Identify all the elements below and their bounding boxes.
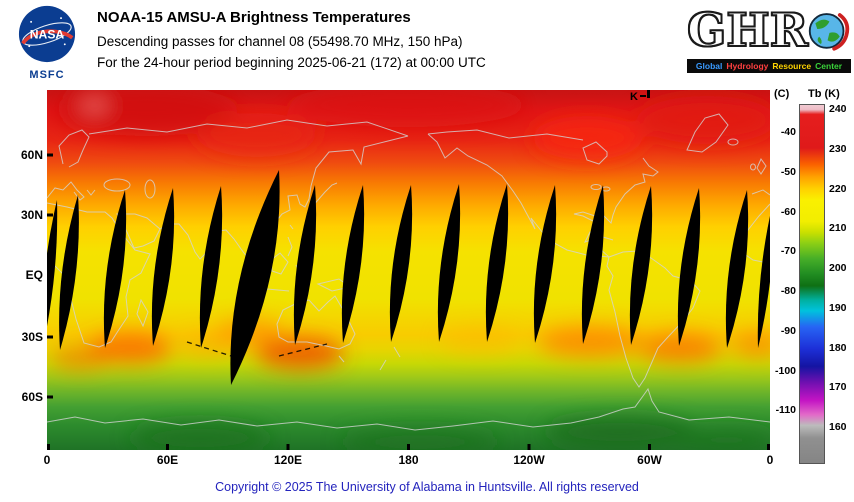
cb-k-tick: 200 (829, 262, 847, 274)
cb-k-tick: 170 (829, 381, 847, 394)
map-canvas: K (47, 90, 770, 450)
cb-c-tick: -70 (780, 245, 796, 258)
lat-tick-EQ: EQ (25, 268, 43, 282)
nasa-wordmark: NASA (30, 28, 65, 42)
cb-c-tick: -60 (780, 205, 796, 218)
ghrc-tagline: Global Hydrology Resource Center (687, 59, 851, 73)
lon-tick-0a: 0 (43, 453, 51, 467)
cb-c-tick: -40 (780, 126, 796, 138)
cb-k-tick: 210 (829, 222, 847, 235)
cb-c-tick: -50 (780, 165, 796, 178)
lon-tick-0b: 0 (766, 453, 774, 467)
cb-k-tick: 230 (829, 142, 847, 155)
title-block: NOAA-15 AMSU-A Brightness Temperatures D… (97, 9, 486, 76)
nasa-meatball-icon: NASA (18, 5, 76, 63)
ghrc-tagline-word: Global (695, 61, 723, 71)
lat-tick-60N: 60N (20, 148, 43, 162)
swath-direction-marker: K (630, 90, 650, 103)
lat-tick-30N: 30N (20, 208, 43, 222)
lat-tick-60S: 60S (21, 390, 43, 404)
lon-tick-60E: 60E (156, 453, 179, 467)
ghrc-red-swoosh-icon (832, 13, 850, 51)
subtitle-period: For the 24-hour period beginning 2025-06… (97, 55, 486, 70)
lon-tick-120E: 120E (273, 453, 303, 467)
dashed-track-lines (186, 341, 328, 357)
lon-tick-60W: 60W (637, 453, 662, 467)
globe-icon (808, 13, 850, 51)
ghrc-tagline-word: Hydrology (726, 61, 769, 71)
subtitle-channel: Descending passes for channel 08 (55498.… (97, 34, 463, 49)
colorbar: (C) Tb (K) -40 -50 -60 -70 -80 -90 -100 … (770, 86, 854, 490)
ghrc-wordmark: GHR (686, 3, 809, 57)
cb-c-tick: -80 (780, 285, 796, 297)
msfc-label: MSFC (29, 69, 65, 81)
lon-tick-180: 180 (398, 453, 419, 467)
colorbar-unit-kelvin: Tb (K) (808, 88, 840, 100)
cb-c-tick: -90 (780, 324, 796, 337)
ghrc-tagline-word: Resource (772, 61, 812, 71)
page-title: NOAA-15 AMSU-A Brightness Temperatures (97, 9, 411, 26)
swath-gaps (47, 170, 770, 385)
cb-k-tick: 240 (829, 103, 847, 115)
ghrc-logo: GHR Global Hydrology Resource Center (686, 2, 851, 73)
colorbar-unit-celsius: (C) (774, 88, 790, 100)
lon-tick-120W: 120W (513, 453, 545, 467)
nasa-logo: NASA MSFC (14, 5, 80, 81)
axis-tick-marks (47, 153, 770, 450)
copyright-notice: Copyright © 2025 The University of Alaba… (215, 480, 639, 494)
top-marker-label: K (630, 91, 638, 103)
cb-k-tick: 160 (829, 421, 847, 433)
cb-k-tick: 190 (829, 301, 847, 314)
cb-c-tick: -100 (774, 364, 796, 377)
temperature-map: K 60N 30N EQ 30S 60S 0 60E 120E 180 120W… (21, 90, 773, 467)
colorbar-gradient (799, 104, 825, 464)
cb-c-tick: -110 (775, 404, 796, 417)
cb-k-tick: 180 (829, 341, 847, 354)
lat-tick-30S: 30S (21, 330, 43, 344)
cb-k-tick: 220 (829, 182, 847, 195)
ghrc-tagline-word: Center (815, 61, 843, 71)
